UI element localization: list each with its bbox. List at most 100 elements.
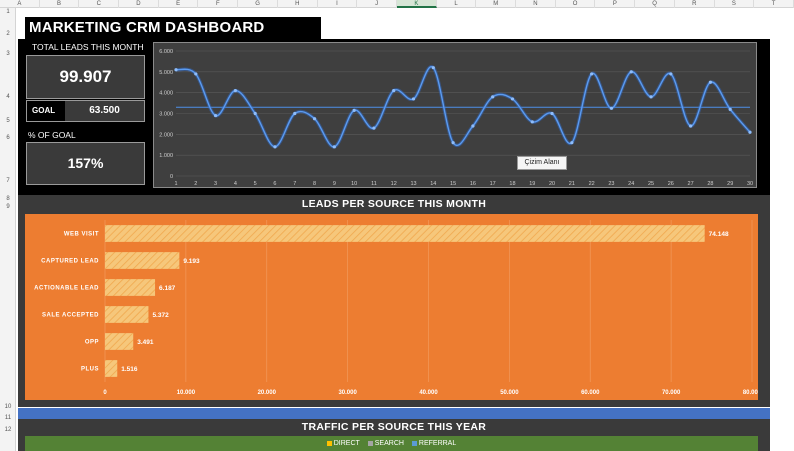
line-point [669, 72, 673, 76]
column-header-b[interactable]: B [40, 0, 80, 8]
traffic-section: TRAFFIC PER SOURCE THIS YEAR DIRECT SEAR… [18, 419, 770, 451]
lead-source-bar [105, 306, 149, 323]
legend-swatch-direct [326, 440, 332, 446]
chart-tooltip: Çizim Alanı [517, 156, 567, 170]
row-header-1[interactable]: 1 [6, 9, 10, 15]
line-chart-x-tick: 24 [628, 181, 634, 187]
line-chart-y-tick: 5.000 [159, 70, 173, 76]
row-header-7[interactable]: 7 [6, 178, 10, 184]
line-point [253, 111, 257, 116]
line-chart-y-tick: 0 [170, 174, 173, 180]
column-header-l[interactable]: L [437, 0, 477, 8]
line-point [491, 95, 495, 99]
legend-item-direct: DIRECT [326, 440, 360, 447]
column-header-c[interactable]: C [79, 0, 120, 8]
line-chart-x-tick: 27 [688, 181, 694, 187]
lead-source-bar [105, 225, 705, 242]
row-header-8[interactable]: 8 [6, 196, 10, 202]
row-header-3[interactable]: 3 [6, 51, 10, 57]
leads-bar-chart[interactable]: 0 10.000 20.000 30.000 40.000 50.000 60.000 70.… [25, 214, 762, 400]
line-chart-y-tick: 2.000 [159, 132, 173, 138]
column-header-d[interactable]: D [119, 0, 159, 8]
line-point [570, 141, 574, 145]
line-chart-x-tick: 6 [273, 181, 276, 187]
total-leads-value[interactable]: 99.907 [26, 55, 145, 99]
column-header-p[interactable]: P [596, 0, 636, 8]
row-header-2[interactable]: 2 [6, 31, 10, 37]
daily-leads-line-chart[interactable]: 0 1.000 2.000 3.000 4.000 5.000 6.000 1 2 3 4 5 6 7 8 9… [153, 42, 757, 188]
pct-goal-value[interactable]: 157% [26, 142, 145, 185]
bar-category-label: CAPTURED LEAD [41, 259, 99, 265]
column-header-k[interactable]: K [397, 0, 437, 8]
line-chart-x-tick: 5 [254, 181, 257, 187]
column-header-s[interactable]: S [715, 0, 755, 8]
line-chart-x-tick: 4 [234, 181, 237, 187]
line-chart-y-tick: 1.000 [159, 153, 173, 159]
row-header-11[interactable]: 11 [4, 415, 12, 421]
traffic-section-title: TRAFFIC PER SOURCE THIS YEAR [301, 421, 487, 433]
line-point [392, 88, 396, 93]
bar-chart-x-tick: 60.000 [581, 390, 600, 396]
legend-label: SEARCH [374, 440, 404, 447]
line-chart-x-tick: 10 [351, 181, 357, 187]
line-chart-x-tick: 9 [333, 181, 336, 187]
row-header-10[interactable]: 10 [4, 404, 12, 410]
line-point [233, 88, 237, 93]
bar-value-label: 6.187 [159, 285, 176, 292]
line-point [293, 111, 297, 116]
line-point [332, 145, 336, 149]
bar-chart-x-tick: 70.000 [662, 390, 681, 396]
row-header-4[interactable]: 4 [6, 94, 10, 100]
line-chart-x-tick: 13 [410, 181, 416, 187]
bar-category-label: WEB VISIT [64, 232, 99, 238]
column-header-q[interactable]: Q [635, 0, 675, 8]
line-chart-x-tick: 29 [727, 181, 733, 187]
column-header-t[interactable]: T [754, 0, 794, 8]
line-point [273, 145, 277, 149]
goal-value[interactable]: 63.500 [65, 101, 144, 121]
column-header-g[interactable]: G [238, 0, 278, 8]
column-header-j[interactable]: J [357, 0, 397, 8]
column-header-r[interactable]: R [675, 0, 715, 8]
kpi-panel: TOTAL LEADS THIS MONTH 99.907 GOAL 63.50… [18, 39, 770, 195]
line-point [213, 113, 218, 118]
line-point [510, 97, 515, 101]
line-chart-x-tick: 28 [707, 181, 713, 187]
column-header-e[interactable]: E [159, 0, 199, 8]
line-point [590, 72, 594, 76]
line-point [629, 70, 633, 74]
traffic-legend: DIRECT SEARCH REFERRAL [25, 440, 758, 447]
column-header-i[interactable]: I [318, 0, 358, 8]
bar-chart-svg: 0 10.000 20.000 30.000 40.000 50.000 60.000 70.… [34, 220, 762, 396]
column-header-o[interactable]: O [556, 0, 596, 8]
bar-chart-x-tick: 30.000 [338, 390, 357, 396]
line-point [372, 126, 376, 130]
column-header-n[interactable]: N [516, 0, 556, 8]
row-header-bar: 1 2 3 4 5 6 7 8 9 10 11 12 [0, 8, 16, 451]
row-header-12[interactable]: 12 [4, 427, 12, 433]
line-chart-x-tick: 12 [391, 181, 397, 187]
row-header-5[interactable]: 5 [6, 118, 10, 124]
legend-swatch-referral [411, 440, 417, 446]
column-header-f[interactable]: F [199, 0, 239, 8]
line-point [174, 68, 178, 72]
line-point [411, 97, 416, 101]
column-header-a[interactable]: A [0, 0, 40, 8]
bar-chart-x-tick: 50.000 [500, 390, 519, 396]
traffic-chart[interactable]: DIRECT SEARCH REFERRAL [25, 436, 758, 451]
bar-chart-x-tick: 0 [103, 390, 107, 396]
lead-source-bar [105, 360, 118, 377]
bar-value-label: 3.491 [137, 339, 154, 346]
line-point [312, 117, 317, 121]
line-chart-x-tick: 23 [608, 181, 614, 187]
line-point [609, 106, 614, 110]
row-header-9[interactable]: 9 [6, 204, 10, 210]
column-header-h[interactable]: H [278, 0, 318, 8]
dashboard-title: MARKETING CRM DASHBOARD TEMPLATE [25, 17, 321, 58]
line-point [649, 95, 653, 99]
bar-category-label: ACTIONABLE LEAD [34, 286, 99, 292]
row-header-6[interactable]: 6 [6, 135, 10, 141]
column-header-m[interactable]: M [476, 0, 517, 8]
